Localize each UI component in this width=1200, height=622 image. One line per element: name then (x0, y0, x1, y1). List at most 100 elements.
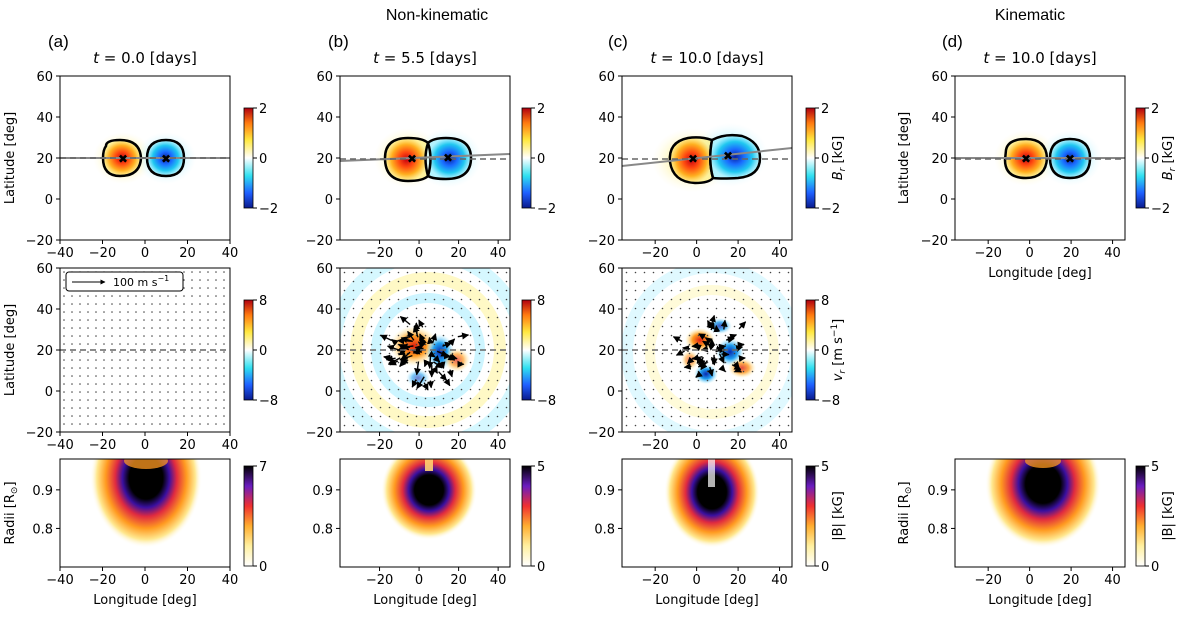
quiver-dot (370, 307, 373, 310)
quiver-dot (679, 343, 682, 346)
quiver-dot (742, 325, 745, 328)
quiver-dot (424, 379, 427, 382)
quiver-dot (733, 424, 736, 427)
quiver-dot (715, 424, 718, 427)
quiver-dot (143, 423, 145, 425)
quiver-dot (103, 415, 105, 417)
quiver-dot (625, 415, 628, 418)
header-nonkinematic: Non-kinematic (386, 7, 488, 24)
quiver-dot (643, 271, 646, 274)
quiver-dot (215, 287, 217, 289)
quiver-dot (424, 415, 427, 418)
quiver-dot (634, 415, 637, 418)
x-tick-label: −40 (46, 438, 73, 453)
quiver-dot (119, 399, 121, 401)
quiver-dot (742, 271, 745, 274)
y-tick-label: 20 (316, 152, 333, 167)
quiver-dot (379, 388, 382, 391)
quiver-dot (87, 343, 89, 345)
colorbar-tick-label: 0 (1151, 152, 1159, 167)
colorbar-label-absb: |B| [kG] (831, 491, 846, 541)
y-tick-label: 40 (598, 303, 615, 318)
quiver-dot (643, 343, 646, 346)
quiver-dot (469, 325, 472, 328)
colorbar-tick-label: 0 (1151, 560, 1159, 575)
quiver-dot (183, 359, 185, 361)
quiver-dot (670, 298, 673, 301)
quiver-dot (670, 352, 673, 355)
colorbar-br-c (805, 107, 816, 209)
quiver-dot (661, 415, 664, 418)
quiver-dot (135, 423, 137, 425)
quiver-dot (135, 303, 137, 305)
quiver-dot (223, 383, 225, 385)
quiver-dot (652, 406, 655, 409)
quiver-dot (679, 406, 682, 409)
quiver-dot (661, 388, 664, 391)
quiver-dot (715, 370, 718, 373)
quiver-dot (661, 343, 664, 346)
quiver-dot (751, 289, 754, 292)
quiver-dot (478, 325, 481, 328)
quiver-dot (760, 289, 763, 292)
quiver-dot (787, 325, 790, 328)
y-tick-label: 40 (931, 111, 948, 126)
quiver-dot (661, 397, 664, 400)
quiver-dot (119, 335, 121, 337)
quiver-dot (742, 352, 745, 355)
quiver-dot (379, 406, 382, 409)
y-tick-label: 60 (36, 70, 53, 85)
quiver-dot (661, 370, 664, 373)
x-tick-label: −20 (366, 246, 393, 261)
absb-panel-d (954, 458, 1126, 568)
quiver-dot (135, 319, 137, 321)
quiver-dot (415, 289, 418, 292)
quiver-dot (159, 351, 161, 353)
velocity-arrow (430, 333, 437, 343)
quiver-dot (151, 407, 153, 409)
colorbar-tick-label: −2 (821, 202, 840, 217)
quiver-dot (751, 271, 754, 274)
quiver-dot (487, 325, 490, 328)
quiver-dot (715, 406, 718, 409)
quiver-dot (397, 415, 400, 418)
quiver-dot (127, 351, 129, 353)
quiver-dot (175, 295, 177, 297)
quiver-dot (505, 352, 508, 355)
quiver-dot (415, 316, 418, 319)
y-tick-label: 0 (607, 385, 615, 400)
quiver-dot (406, 424, 409, 427)
vr-blob-downflow (694, 364, 718, 384)
velocity-arrow (686, 356, 695, 365)
quiver-dot (679, 370, 682, 373)
quiver-dot (143, 359, 145, 361)
quiver-dot (159, 391, 161, 393)
quiver-dot (175, 303, 177, 305)
flux-tube (985, 459, 1101, 548)
colorbar-tick-label: −2 (537, 202, 556, 217)
centroid-marker-negative: ✖ (1065, 152, 1075, 166)
quiver-dot (159, 407, 161, 409)
quiver-dot (379, 289, 382, 292)
quiver-dot (415, 271, 418, 274)
quiver-dot (787, 307, 790, 310)
quiver-dot (87, 351, 89, 353)
quiver-dot (151, 423, 153, 425)
quiver-dot (778, 289, 781, 292)
quiver-dot (127, 415, 129, 417)
quiver-dot (778, 271, 781, 274)
quiver-dot (442, 424, 445, 427)
quiver-dot (127, 375, 129, 377)
quiver-dot (451, 406, 454, 409)
quiver-dot (183, 327, 185, 329)
quiver-dot (127, 303, 129, 305)
quiver-dot (433, 352, 436, 355)
velocity-arrow (426, 354, 434, 369)
quiver-dot (442, 415, 445, 418)
quiver-dot (724, 289, 727, 292)
x-tick-label: 20 (179, 573, 196, 588)
quiver-dot (87, 303, 89, 305)
quiver-dot (199, 415, 201, 417)
quiver-dot (151, 311, 153, 313)
quiver-dot (388, 325, 391, 328)
